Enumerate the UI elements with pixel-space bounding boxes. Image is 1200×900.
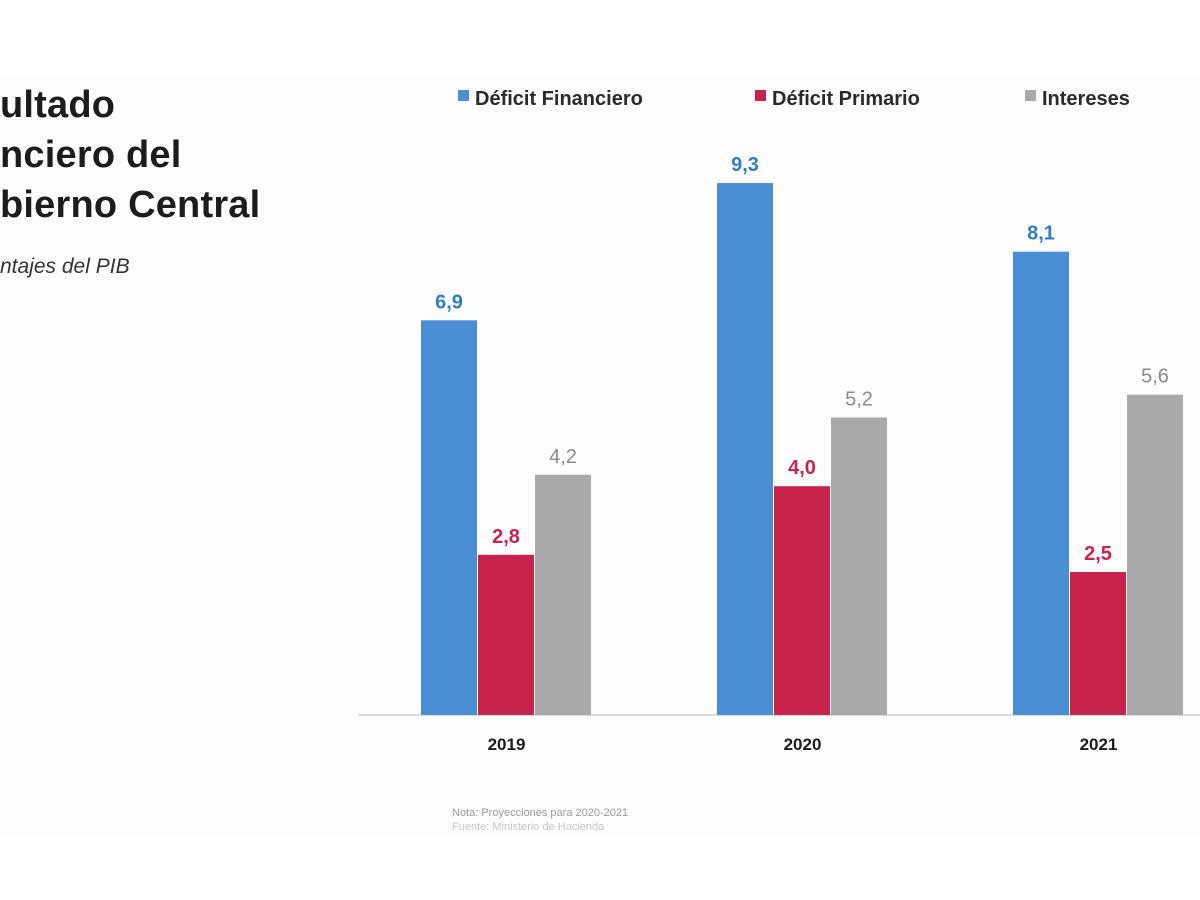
legend-swatch bbox=[458, 90, 469, 101]
data-label: 2,5 bbox=[1084, 543, 1112, 565]
title-line-3: bierno Central bbox=[0, 184, 261, 226]
legend-swatch bbox=[755, 90, 766, 101]
x-tick-label: 2019 bbox=[488, 735, 526, 754]
legend-swatch bbox=[1025, 90, 1036, 101]
legend-label: Intereses bbox=[1042, 88, 1130, 110]
chart-notes: Nota: Proyecciones para 2020-2021 Fuente… bbox=[452, 806, 628, 834]
legend-label: Déficit Primario bbox=[772, 88, 920, 110]
bar-2021-1 bbox=[1070, 572, 1126, 715]
x-tick-label: 2021 bbox=[1080, 735, 1118, 754]
slide-background bbox=[0, 75, 1200, 835]
bar-2019-2 bbox=[535, 474, 591, 715]
legend-label: Déficit Financiero bbox=[475, 88, 643, 110]
chart-subtitle: ntajes del PIB bbox=[0, 255, 130, 278]
data-label: 5,6 bbox=[1141, 366, 1169, 388]
data-label: 6,9 bbox=[435, 291, 463, 313]
bar-2019-0 bbox=[421, 320, 477, 715]
bar-2021-2 bbox=[1127, 394, 1183, 715]
bar-2020-1 bbox=[774, 486, 830, 715]
data-label: 2,8 bbox=[492, 526, 520, 548]
bar-2019-1 bbox=[478, 554, 534, 715]
data-label: 4,2 bbox=[549, 446, 577, 468]
data-label: 9,3 bbox=[731, 154, 759, 176]
chart-title: ultado nciero del bierno Central bbox=[0, 78, 330, 228]
data-label: 8,1 bbox=[1027, 223, 1055, 245]
title-line-1: ultado bbox=[0, 84, 116, 126]
title-line-2: nciero del bbox=[0, 134, 182, 176]
bar-2021-0 bbox=[1013, 251, 1069, 715]
data-label: 5,2 bbox=[845, 389, 873, 411]
x-tick-label: 2020 bbox=[784, 735, 822, 754]
bar-2020-2 bbox=[831, 417, 887, 715]
data-label: 4,0 bbox=[788, 457, 816, 479]
source-line: Fuente: Ministerio de Hacienda bbox=[452, 821, 605, 833]
note-line: Nota: Proyecciones para 2020-2021 bbox=[452, 807, 629, 819]
bar-2020-0 bbox=[717, 183, 773, 716]
